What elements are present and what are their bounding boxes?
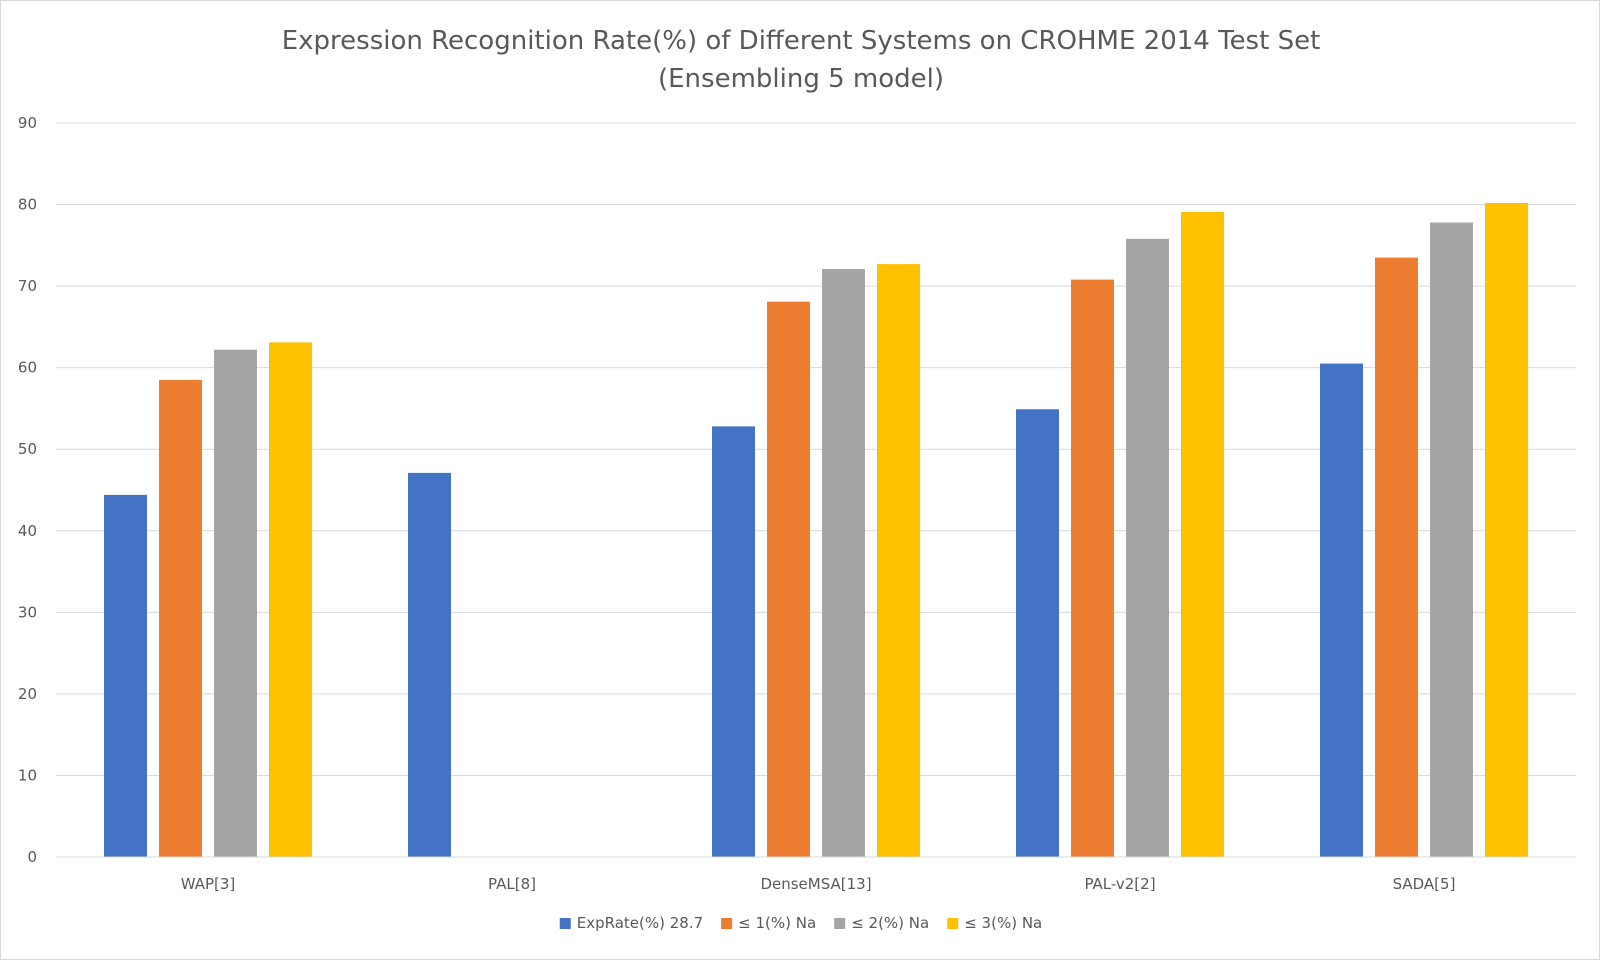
bar-densemsa-13--series-3 [822,268,865,857]
bar-sada-5--series-2 [1375,257,1418,858]
y-axis-ticks: 0 10 20 30 40 50 60 70 80 90 [18,114,37,866]
bar-sada-5--series-3 [1430,222,1473,857]
legend: ExpRate(%) 28.7 ≤ 1(%) Na ≤ 2(%) Na ≤ 3(%) … [559,914,1042,932]
legend-swatch [559,918,571,929]
chart-title: Expression Recognition Rate(%) of Differ… [282,26,1321,56]
bar-wap-3--series-2 [159,379,202,857]
legend-label: ≤ 3(%) Na [964,914,1042,932]
legend-label: ExpRate(%) 28.7 [577,914,703,932]
y-tick-label: 30 [18,603,37,621]
bar-pal-v2-2--series-2 [1071,279,1114,857]
x-category-label: WAP[3] [181,875,236,893]
legend-label: ≤ 1(%) Na [738,914,816,932]
bar-densemsa-13--series-2 [767,301,810,857]
chart-subtitle: (Ensembling 5 model) [658,64,944,94]
y-tick-label: 20 [18,685,37,703]
bar-densemsa-13--series-4 [877,264,920,857]
bar-pal-v2-2--series-1 [1016,409,1059,857]
legend-swatch [947,918,959,929]
legend-label: ≤ 2(%) Na [851,914,929,932]
bar-sada-5--series-1 [1320,363,1363,857]
bar-pal-v2-2--series-4 [1181,211,1224,857]
bar-pal-8--series-1 [408,472,451,857]
legend-swatch [721,918,733,929]
y-tick-label: 90 [18,114,37,132]
y-tick-label: 0 [27,848,37,866]
x-axis: WAP[3] PAL[8] DenseMSA[13] PAL-v2[2] SADA[5] [56,856,1576,893]
x-category-label: PAL[8] [488,875,536,893]
x-category-label: PAL-v2[2] [1084,875,1155,893]
bar-wap-3--series-4 [269,342,312,858]
y-tick-label: 50 [18,440,37,458]
y-tick-label: 70 [18,277,37,295]
bar-pal-v2-2--series-3 [1126,238,1169,857]
y-tick-label: 60 [18,359,37,377]
bar-sada-5--series-4 [1485,202,1528,857]
x-category-label: DenseMSA[13] [760,875,871,893]
bar-wap-3--series-1 [104,494,147,857]
y-tick-label: 40 [18,522,37,540]
bar-densemsa-13--series-1 [712,426,755,857]
legend-swatch [834,918,846,929]
bar-wap-3--series-3 [214,349,257,857]
x-category-label: SADA[5] [1393,875,1456,893]
bars [104,202,1528,858]
y-tick-label: 80 [18,196,37,214]
y-tick-label: 10 [18,766,37,784]
